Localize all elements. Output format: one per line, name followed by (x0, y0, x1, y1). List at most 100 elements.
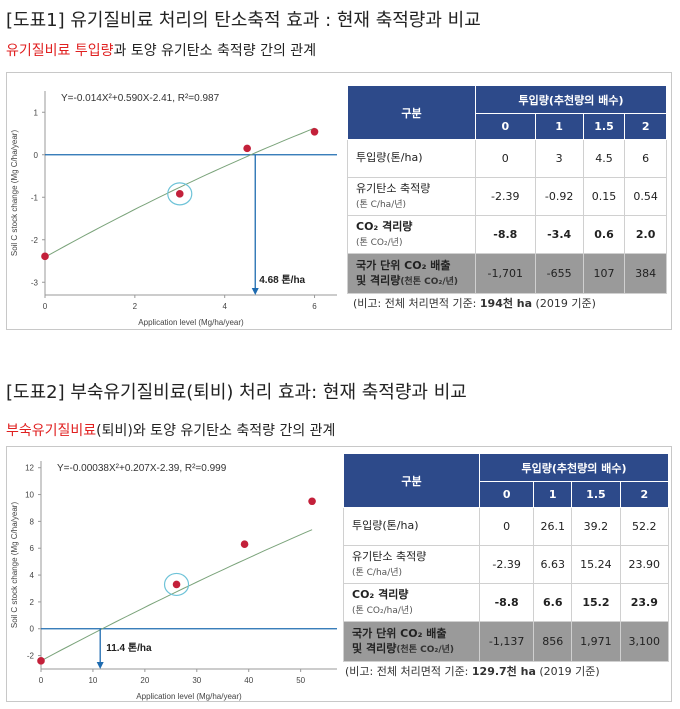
figure2-title: [도표2] 부숙유기질비료(퇴비) 처리 효과: 현재 축적량과 비교 (6, 382, 467, 403)
figure1-subtitle-rest: 과 토양 유기탄소 축적량 간의 관계 (113, 43, 317, 59)
table1-col-header: 0 (475, 113, 536, 140)
table2-cell: 1,971 (571, 621, 621, 662)
table2-cell: 6.63 (533, 545, 573, 584)
chart1-x-tick-label: 6 (312, 302, 317, 311)
table1-header-group: 투입량(추천량의 배수) (475, 85, 667, 114)
table2-cell: -8.8 (478, 583, 535, 622)
table1-col-header: 1.5 (582, 113, 626, 140)
chart1-highlight-circle (167, 182, 193, 206)
figure1-subtitle-highlight: 유기질비료 투입량 (6, 43, 114, 59)
table2-row-label: CO₂ 격리량 (톤 CO₂/ha/년) (343, 583, 480, 622)
table2-col-header: 1.5 (571, 481, 621, 508)
table2-cell: 23.90 (619, 545, 670, 584)
table1-cell: 0.54 (624, 177, 667, 216)
chart2-y-axis-title: Soil C stock change (Mg C/ha/year) (10, 502, 19, 629)
chart1-x-tick-label: 0 (43, 302, 48, 311)
table1-cell: 6 (624, 139, 667, 178)
table1-header-label: 구분 (347, 85, 476, 140)
table1-row-label: 투입량(톤/ha) (347, 139, 476, 178)
table1-cell: 384 (624, 253, 667, 294)
table1-cell: -8.8 (475, 215, 536, 254)
table1-cell: 4.5 (582, 139, 626, 178)
table1-cell: 107 (582, 253, 626, 294)
chart2-x-tick-label: 20 (140, 676, 149, 685)
chart1-equation: Y=-0.014X²+0.590X-2.41, R²=0.987 (61, 93, 220, 104)
table2-cell: 15.2 (571, 583, 621, 622)
chart1-y-tick-label: 0 (34, 151, 39, 160)
chart2-x-tick-label: 40 (244, 676, 253, 685)
table2-cell: -2.39 (478, 545, 535, 584)
table1-note: (비고: 전체 처리면적 기준: 194천 ha (2019 기준) (353, 297, 596, 310)
table1-row-label: 국가 단위 CO₂ 배출 및 격리량(천톤 CO₂/년) (347, 253, 476, 294)
chart2-y-tick-label: 8 (30, 517, 35, 526)
table2-cell: 52.2 (619, 507, 670, 546)
chart2-x-tick-label: 10 (88, 676, 97, 685)
table1-cell: 0 (475, 139, 536, 178)
table1-cell: -2.39 (475, 177, 536, 216)
chart1-y-tick-label: -2 (31, 236, 39, 245)
chart1-x-tick-label: 2 (133, 302, 138, 311)
table2-col-header: 2 (619, 481, 670, 508)
chart2-x-tick-label: 0 (39, 676, 44, 685)
table2-cell: 39.2 (571, 507, 621, 546)
chart1-intercept-label: 4.68 톤/ha (259, 274, 305, 286)
figure2-panel: 0 10 20 30 40 50 12 10 8 6 4 2 0 -2 11.4 톤/ha Y=-0.0003… (6, 446, 672, 702)
chart1-data-point (175, 190, 184, 198)
figure2-table: 구분 투입량(추천량의 배수) 0 1 1.5 2 투입량(톤/ha) 0 26… (343, 453, 670, 662)
chart2-x-axis-title: Application level (Mg/ha/year) (136, 692, 242, 701)
chart2-y-tick-label: 4 (30, 571, 35, 580)
chart2-data-point (37, 657, 45, 665)
table2-note: (비고: 전체 처리면적 기준: 129.7천 ha (2019 기준) (345, 665, 600, 678)
table2-row-label: 투입량(톤/ha) (343, 507, 480, 546)
table1-col-header: 1 (534, 113, 584, 140)
chart2-x-tick-label: 30 (192, 676, 201, 685)
table1-row-label: CO₂ 격리량 (톤 CO₂/년) (347, 215, 476, 254)
table1-cell: -655 (534, 253, 584, 294)
table2-col-header: 0 (478, 481, 535, 508)
table2-cell: 856 (533, 621, 573, 662)
chart2-y-tick-label: 0 (30, 625, 35, 634)
chart1-data-point (310, 128, 319, 136)
chart2-x-tick-label: 50 (296, 676, 305, 685)
chart1-fit-line (44, 127, 315, 258)
chart2-y-tick-label: 2 (30, 598, 35, 607)
chart2-data-point (308, 497, 316, 506)
table2-cell: 15.24 (571, 545, 621, 584)
table1-cell: 2.0 (624, 215, 667, 254)
table2-row-label: 국가 단위 CO₂ 배출 및 격리량(천톤 CO₂/년) (343, 621, 480, 662)
table1-cell: -1,701 (475, 253, 536, 294)
figure1-title: [도표1] 유기질비료 처리의 탄소축적 효과 : 현재 축적량과 비교 (6, 10, 481, 31)
chart2-fit-line (40, 529, 313, 662)
chart1-data-point (41, 252, 49, 261)
chart1-x-axis-title: Application level (Mg/ha/year) (138, 318, 244, 327)
table1-row-label: 유기탄소 축적량 (톤 C/ha/년) (347, 177, 476, 216)
figure1-subtitle: 유기질비료 투입량과 토양 유기탄소 축적량 간의 관계 (6, 40, 316, 60)
table2-cell: 23.9 (619, 583, 670, 622)
table1-cell: 3 (534, 139, 584, 178)
figure1-table: 구분 투입량(추천량의 배수) 0 1 1.5 2 투입량(톤/ha) 0 3 … (347, 85, 667, 294)
figure2-subtitle-highlight: 부숙유기질비료 (6, 423, 97, 439)
table1-col-header: 2 (624, 113, 667, 140)
table2-col-header: 1 (533, 481, 573, 508)
table1-cell: 0.15 (582, 177, 626, 216)
chart2-data-point (240, 540, 249, 548)
table2-cell: 0 (478, 507, 535, 546)
chart2-y-tick-label: 12 (25, 464, 34, 473)
table2-header-group: 투입량(추천량의 배수) (479, 453, 669, 482)
table1-cell: 0.6 (582, 215, 626, 254)
chart1-y-tick-label: -1 (31, 193, 39, 202)
figure1-panel: 0 2 4 6 1 0 -1 -2 -3 4.68 톤/ha Y=-0.014X²+0.590X-2… (6, 72, 672, 330)
chart2-intercept-label: 11.4 톤/ha (106, 642, 152, 654)
chart1-x-tick-label: 4 (222, 302, 227, 311)
table2-cell: 6.6 (533, 583, 573, 622)
chart1-intercept-arrow (251, 288, 259, 295)
chart1-y-tick-label: 1 (34, 108, 39, 117)
chart2-y-tick-label: -2 (27, 652, 35, 661)
chart2-y-tick-label: 10 (25, 491, 34, 500)
figure2-subtitle-rest: (퇴비)와 토양 유기탄소 축적량 간의 관계 (96, 423, 336, 439)
figure1-plot: 0 2 4 6 1 0 -1 -2 -3 4.68 톤/ha Y=-0.014X²+0.590X-2… (10, 91, 337, 327)
chart2-equation: Y=-0.00038X²+0.207X-2.39, R²=0.999 (57, 463, 227, 474)
table1-cell: -0.92 (534, 177, 584, 216)
table2-cell: 26.1 (533, 507, 573, 546)
